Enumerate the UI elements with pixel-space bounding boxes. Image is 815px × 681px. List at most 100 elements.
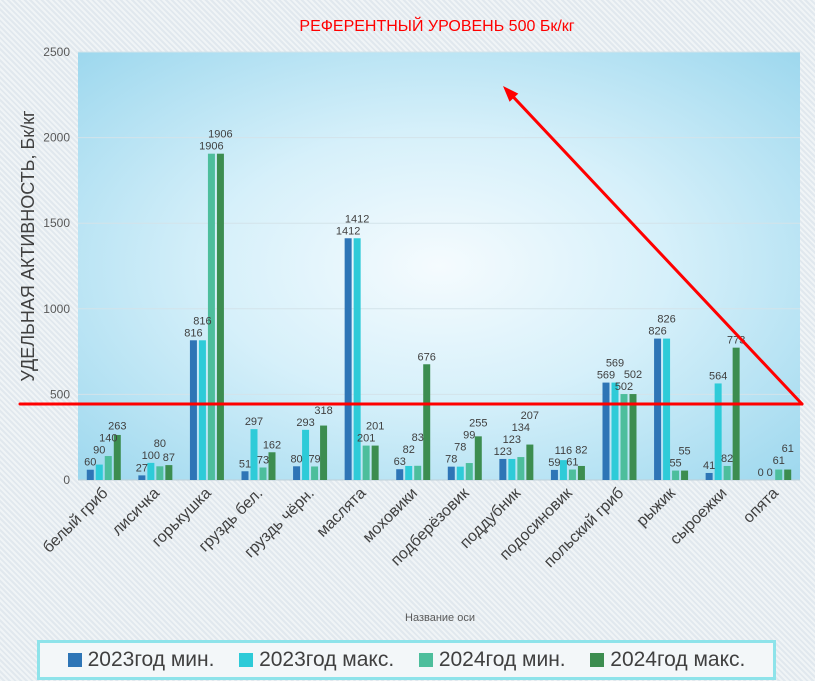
gridlines xyxy=(78,51,800,481)
data-label-series-2-cat-2: 1906 xyxy=(199,141,223,153)
data-label-series-1-cat-2: 816 xyxy=(193,315,211,327)
bar-series-2-cat-6 xyxy=(414,465,422,480)
data-label-series-2-cat-0: 140 xyxy=(99,433,117,445)
data-label-series-2-cat-8: 134 xyxy=(512,422,530,434)
legend-label: 2023год мин. xyxy=(87,648,215,671)
bar-series-1-cat-4 xyxy=(302,429,310,480)
data-label-series-3-cat-7: 255 xyxy=(469,418,487,430)
legend-swatch xyxy=(418,653,433,667)
data-label-series-1-cat-8: 123 xyxy=(503,434,521,446)
legend-swatch xyxy=(67,653,82,667)
bar-series-3-cat-3 xyxy=(268,452,276,480)
data-label-series-0-cat-8: 123 xyxy=(494,446,512,458)
bar-series-2-cat-4 xyxy=(311,466,319,480)
bar-series-0-cat-2 xyxy=(189,340,197,480)
bar-series-2-cat-0 xyxy=(104,456,112,480)
x-tick-label: белый гриб xyxy=(40,485,112,557)
data-label-series-1-cat-12: 564 xyxy=(709,370,727,382)
bar-series-3-cat-1 xyxy=(165,465,173,480)
bar-series-0-cat-9 xyxy=(550,469,558,480)
bar-series-2-cat-7 xyxy=(465,463,473,480)
data-label-series-1-cat-0: 90 xyxy=(93,445,105,457)
data-label-series-0-cat-3: 51 xyxy=(239,458,251,470)
bar-series-3-cat-9 xyxy=(577,465,585,480)
data-label-series-3-cat-3: 162 xyxy=(263,439,281,451)
x-tick-label: сыроежки xyxy=(667,485,730,548)
data-label-series-2-cat-10: 502 xyxy=(615,381,633,393)
data-label-series-0-cat-10: 569 xyxy=(597,370,615,382)
data-label-series-3-cat-13: 61 xyxy=(782,443,794,455)
legend-item-2023-max: 2023год макс. xyxy=(239,648,394,672)
bar-series-3-cat-8 xyxy=(526,444,534,480)
data-label-series-2-cat-6: 83 xyxy=(412,432,424,444)
chart-title: РЕФЕРЕНТНЫЙ УРОВЕНЬ 500 Бк/кг xyxy=(299,16,574,35)
legend-label: 2024год макс. xyxy=(610,648,746,671)
data-label-series-0-cat-1: 27 xyxy=(136,462,148,474)
data-label-series-0-cat-0: 60 xyxy=(84,457,96,469)
bar-series-2-cat-9 xyxy=(568,469,576,480)
bar-series-3-cat-6 xyxy=(423,364,431,480)
data-label-series-0-cat-4: 80 xyxy=(290,453,302,465)
bar-series-2-cat-2 xyxy=(207,153,215,480)
data-label-series-1-cat-13: 0 xyxy=(767,467,773,479)
bar-series-3-cat-13 xyxy=(784,469,792,480)
bar-series-2-cat-10 xyxy=(620,394,628,480)
bar-series-0-cat-0 xyxy=(86,469,94,480)
bar-series-2-cat-13 xyxy=(775,469,783,480)
bar-series-0-cat-1 xyxy=(138,475,146,480)
x-tick-label: лисичка xyxy=(109,485,163,539)
bar-series-2-cat-12 xyxy=(723,465,731,480)
x-axis-title: Название оси xyxy=(405,612,475,624)
bar-series-2-cat-8 xyxy=(517,457,525,480)
data-label-series-1-cat-10: 569 xyxy=(606,358,624,370)
bar-series-1-cat-10 xyxy=(611,382,619,480)
data-label-series-2-cat-5: 201 xyxy=(357,433,375,445)
legend-item-2024-min: 2024год мин. xyxy=(418,648,566,672)
bar-series-3-cat-10 xyxy=(629,394,637,480)
bar-series-3-cat-11 xyxy=(681,470,689,480)
bar-series-1-cat-0 xyxy=(95,464,103,480)
legend-label: 2023год макс. xyxy=(259,648,395,671)
bar-series-0-cat-8 xyxy=(499,458,507,480)
data-label-series-3-cat-0: 263 xyxy=(108,421,126,433)
bar-series-1-cat-2 xyxy=(198,340,206,480)
data-label-series-3-cat-8: 207 xyxy=(521,410,539,422)
data-label-series-3-cat-1: 87 xyxy=(163,452,175,464)
data-label-series-0-cat-12: 41 xyxy=(703,460,715,472)
legend-swatch xyxy=(590,653,605,667)
bar-series-1-cat-9 xyxy=(559,460,567,480)
data-label-series-2-cat-7: 99 xyxy=(463,430,475,442)
data-label-series-3-cat-10: 502 xyxy=(624,369,642,381)
bar-series-3-cat-0 xyxy=(113,434,121,480)
bar-series-1-cat-12 xyxy=(714,383,722,480)
bars xyxy=(86,153,792,480)
bar-series-3-cat-5 xyxy=(371,445,379,480)
data-label-series-3-cat-9: 82 xyxy=(575,445,587,457)
y-tick-label: 500 xyxy=(50,387,70,401)
data-label-series-0-cat-6: 63 xyxy=(394,456,406,468)
bar-series-0-cat-4 xyxy=(293,466,301,480)
bar-series-0-cat-10 xyxy=(602,382,610,480)
bar-series-1-cat-7 xyxy=(456,466,464,480)
legend-label: 2024год мин. xyxy=(438,648,566,671)
bar-series-2-cat-11 xyxy=(672,470,680,480)
bar-series-2-cat-1 xyxy=(156,466,164,480)
bar-series-0-cat-6 xyxy=(396,469,404,480)
bar-series-1-cat-3 xyxy=(250,429,258,480)
bar-series-1-cat-11 xyxy=(663,338,671,480)
bar-series-1-cat-6 xyxy=(405,465,413,480)
data-label-series-0-cat-7: 78 xyxy=(445,454,457,466)
data-label-series-0-cat-2: 816 xyxy=(184,327,202,339)
bar-series-0-cat-12 xyxy=(705,472,713,480)
data-label-series-1-cat-6: 82 xyxy=(403,444,415,456)
data-label-series-2-cat-11: 55 xyxy=(669,458,681,470)
bar-series-2-cat-3 xyxy=(259,467,267,480)
y-tick-label: 2000 xyxy=(43,131,70,145)
data-label-series-3-cat-4: 318 xyxy=(314,405,332,417)
bar-series-2-cat-5 xyxy=(362,445,370,480)
data-label-series-1-cat-3: 297 xyxy=(245,416,263,428)
data-label-series-2-cat-4: 79 xyxy=(308,453,320,465)
data-label-series-1-cat-1: 100 xyxy=(142,450,160,462)
bar-series-0-cat-7 xyxy=(447,466,455,480)
